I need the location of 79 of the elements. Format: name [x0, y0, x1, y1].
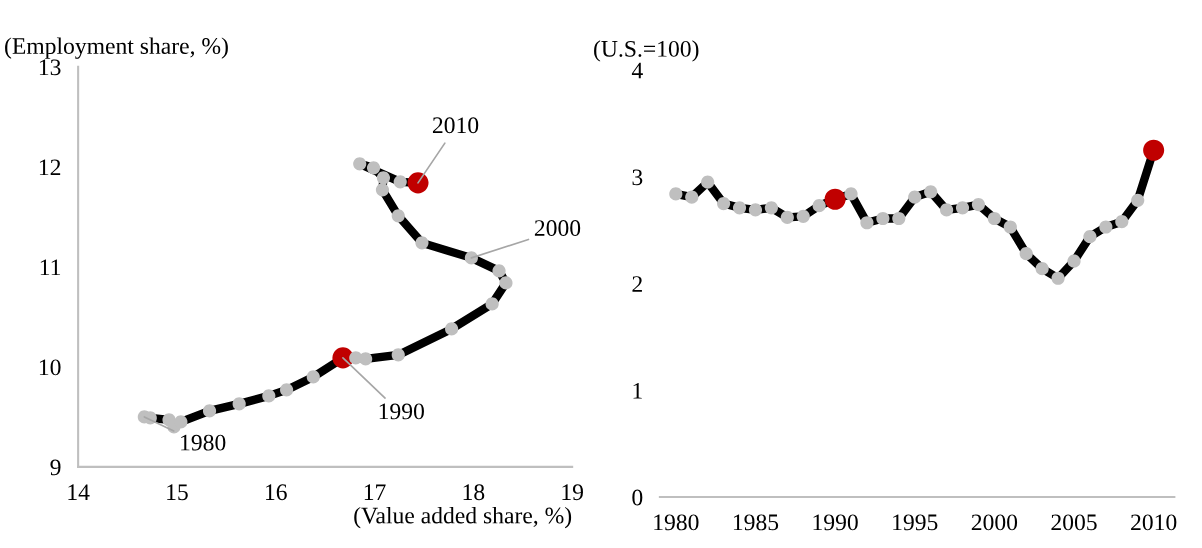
x-tick-label: 1985: [733, 514, 779, 531]
y-axis-title: (Employment share, %): [5, 37, 228, 59]
point: [940, 203, 954, 217]
point: [908, 190, 922, 204]
point: [780, 210, 794, 225]
point: [876, 211, 890, 226]
y-tick-label: 12: [39, 159, 61, 176]
y-tick-label: 0: [632, 489, 643, 506]
point: [669, 187, 683, 201]
x-tick-label: 2000: [971, 514, 1018, 531]
point: [812, 199, 826, 213]
point: [232, 397, 246, 411]
point: [1067, 254, 1081, 268]
x-tick-label: 1995: [893, 514, 938, 531]
annotation: 2000: [534, 220, 581, 237]
point: [955, 201, 970, 215]
point: [393, 175, 407, 189]
point: [492, 264, 506, 278]
point: [1003, 220, 1017, 234]
point: [366, 161, 381, 175]
point: [1083, 230, 1097, 244]
point: [375, 183, 390, 197]
y-tick-label: 2: [632, 276, 642, 292]
x-tick-label: 1980: [654, 514, 699, 531]
x-tick-label: 19: [562, 484, 583, 501]
x-tick-label: 2005: [1051, 514, 1097, 531]
point: [924, 185, 938, 199]
point: [701, 175, 715, 189]
y-tick-label: 1: [633, 382, 642, 399]
y-tick-label: 10: [39, 359, 61, 376]
y-tick-label: 13: [39, 59, 61, 76]
point: [415, 236, 429, 250]
annotation: 1980: [181, 434, 226, 451]
point: [280, 383, 294, 397]
point: [1099, 220, 1113, 234]
y-tick-label: 9: [50, 459, 61, 476]
x-tick-label: 14: [68, 484, 90, 500]
point: [764, 201, 778, 215]
point: [1051, 271, 1065, 285]
point: [1131, 193, 1145, 207]
y-tick-label: 3: [632, 169, 643, 186]
point: [391, 209, 405, 223]
point: [971, 198, 986, 212]
x-axis-title: (Value added share, %): [354, 506, 572, 529]
x-tick-label: 18: [463, 484, 485, 501]
point: [685, 190, 699, 204]
point: [892, 211, 906, 226]
point: [732, 201, 747, 215]
y-tick-label: 4: [631, 62, 643, 79]
y-tick-label: 11: [40, 259, 61, 276]
x-tick-label: 15: [167, 484, 188, 501]
y-axis-title: (U.S.=100): [594, 40, 699, 62]
point: [485, 297, 499, 311]
point: [262, 389, 276, 403]
annotation: 2010: [432, 117, 479, 134]
point: [499, 276, 513, 290]
x-tick-label: 1990: [813, 514, 858, 531]
point: [445, 322, 459, 336]
point: [748, 203, 763, 217]
point: [376, 171, 391, 185]
point: [391, 348, 405, 362]
x-tick-label: 2010: [1131, 514, 1177, 531]
point: [796, 209, 810, 223]
x-tick-label: 16: [266, 484, 287, 501]
point: [353, 157, 367, 171]
point: [306, 370, 320, 384]
point: [1115, 215, 1129, 229]
annotation: 1990: [379, 403, 424, 420]
point: [860, 216, 874, 230]
point: [1019, 247, 1033, 261]
x-tick-label: 17: [364, 484, 386, 500]
point: [174, 415, 188, 429]
point: [717, 196, 731, 211]
point: [1035, 262, 1049, 276]
point: [844, 187, 858, 201]
point: [987, 211, 1001, 226]
point: [464, 251, 478, 265]
point: [202, 404, 217, 418]
point: [359, 352, 373, 366]
